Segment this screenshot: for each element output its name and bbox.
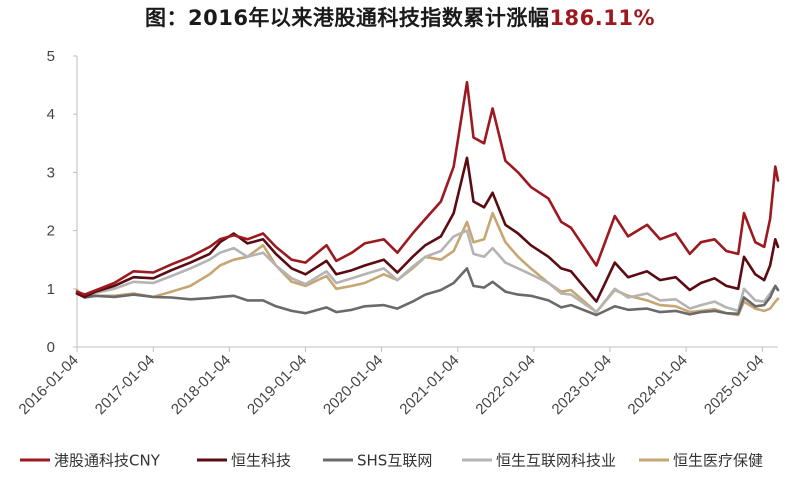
chart-legend: 港股通科技CNY 恒生科技 SHS互联网 恒生互联网科技业 恒生医疗保健 [20,452,763,470]
x-tick-label: 2023-01-04 [549,352,615,418]
x-tick-label: 2019-01-04 [244,352,310,418]
x-tick-label: 2017-01-04 [92,352,158,418]
x-tick-label: 2025-01-04 [701,352,767,418]
legend-label-1: 恒生科技 [231,452,291,470]
x-tick-label: 2020-01-04 [320,352,386,418]
y-tick-label: 0 [47,339,55,356]
chart-title-text: 图：2016年以来港股通科技指数累计涨幅 [144,6,550,30]
series-line-4 [75,211,780,317]
chart-axes: 0 1 2 3 4 5 2016-01-04 2017-01-04 2018-01-04 2019… [16,48,778,418]
chart-title: 图：2016年以来港股通科技指数累计涨幅186.11% [0,2,800,32]
x-tick-label: 2021-01-04 [396,352,462,418]
legend-label-2: SHS互联网 [357,452,432,470]
legend-label-3: 恒生互联网科技业 [496,452,616,470]
y-tick-label: 5 [47,48,55,65]
chart-title-highlight: 186.11% [549,6,656,30]
series-line-0 [75,80,780,296]
y-tick-label: 1 [47,281,55,298]
x-tick-label: 2024-01-04 [625,352,691,418]
series-line-1 [75,156,780,303]
chart-series-group [75,80,780,317]
y-tick-label: 3 [47,164,55,181]
y-tick-label: 4 [47,106,55,123]
x-tick-label: 2016-01-04 [16,352,82,418]
series-line-2 [75,267,780,317]
y-tick-label: 2 [47,223,55,240]
x-tick-label: 2018-01-04 [168,352,234,418]
x-tick-label: 2022-01-04 [472,352,538,418]
legend-label-0: 港股通科技CNY [54,452,161,470]
legend-label-4: 恒生医疗保健 [673,452,763,470]
series-line-3 [75,229,780,314]
